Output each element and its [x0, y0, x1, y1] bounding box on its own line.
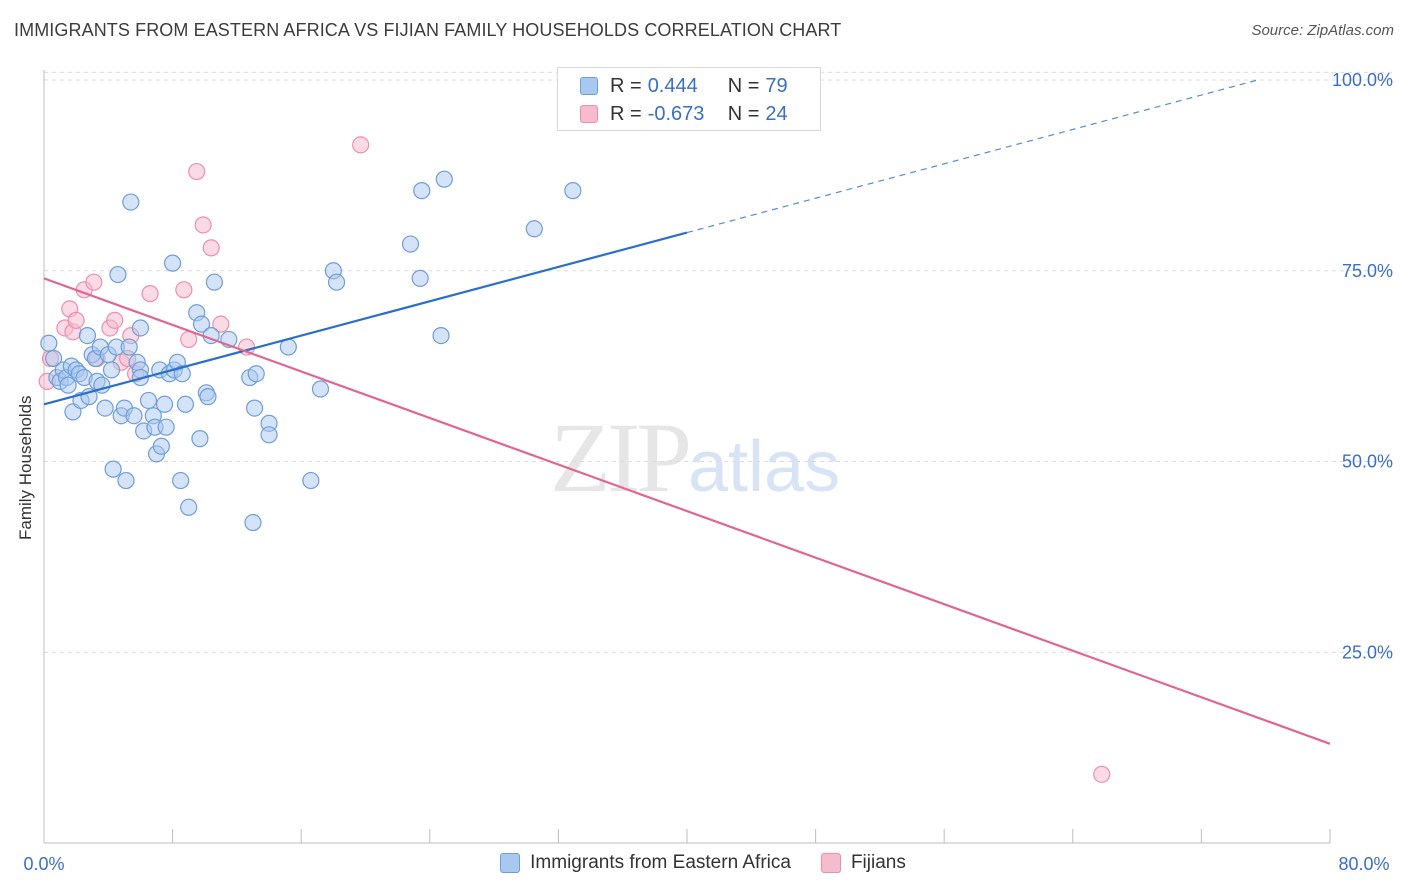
- eastern-africa-point: [413, 182, 431, 200]
- eastern-africa-point: [139, 391, 158, 410]
- y-tick-label: 100.0%: [1332, 70, 1393, 90]
- eastern-africa-point: [260, 426, 278, 444]
- eastern-africa-point: [164, 254, 182, 272]
- eastern-africa-trendline: [43, 231, 688, 406]
- r-label: R =: [610, 102, 642, 125]
- eastern-africa-point: [155, 395, 174, 413]
- eastern-africa-point: [109, 265, 127, 284]
- series-legend: Immigrants from Eastern Africa Fijians: [0, 852, 1406, 874]
- eastern-africa-point: [302, 471, 320, 490]
- eastern-africa-point: [327, 273, 346, 291]
- eastern-africa-point: [191, 430, 209, 448]
- r-value: 0.444: [647, 74, 698, 97]
- eastern-africa-point: [120, 338, 138, 356]
- blue-swatch: [500, 853, 521, 873]
- fijians-point: [67, 311, 85, 329]
- n-value: 79: [765, 74, 788, 97]
- eastern-africa-point: [525, 220, 543, 238]
- fijians-point: [106, 311, 124, 329]
- eastern-africa-point: [102, 361, 121, 379]
- fijians-trendline: [43, 277, 1331, 745]
- n-label: N =: [727, 102, 760, 125]
- eastern-africa-point: [411, 269, 429, 287]
- r-value: -0.673: [647, 102, 705, 125]
- fijians-point: [194, 216, 212, 234]
- n-value: 24: [765, 102, 788, 125]
- eastern-africa-point: [173, 365, 191, 383]
- legend-label: Fijians: [850, 852, 906, 873]
- y-tick-label: 50.0%: [1342, 452, 1393, 472]
- watermark-zip: ZIP: [550, 402, 692, 513]
- legend-item-eastern-africa: Immigrants from Eastern Africa: [500, 852, 791, 874]
- source-label: Source: ZipAtlas.com: [1251, 22, 1394, 39]
- legend-item-fijians: Fijians: [820, 852, 906, 874]
- eastern-africa-point: [247, 365, 265, 383]
- eastern-africa-point: [117, 471, 135, 490]
- eastern-africa-point: [192, 315, 211, 333]
- eastern-africa-point: [176, 395, 195, 413]
- y-tick-label: 75.0%: [1342, 261, 1393, 281]
- pink-swatch: [580, 105, 598, 123]
- eastern-africa-point: [172, 471, 190, 490]
- blue-swatch: [580, 77, 598, 95]
- eastern-africa-point: [40, 334, 58, 352]
- eastern-africa-point: [122, 193, 140, 211]
- eastern-africa-point: [435, 170, 453, 188]
- x-tick-label: 0.0%: [23, 854, 64, 874]
- eastern-africa-point: [59, 376, 77, 394]
- eastern-africa-point: [564, 182, 582, 200]
- fijians-point: [85, 273, 103, 291]
- eastern-africa-point: [311, 380, 330, 398]
- eastern-africa-point: [96, 399, 114, 417]
- eastern-africa-point: [205, 273, 223, 291]
- eastern-africa-point: [45, 349, 63, 368]
- correlation-legend: R = 0.444 N = 79 R = -0.673 N = 24: [557, 67, 821, 131]
- eastern-africa-point: [78, 327, 97, 345]
- legend-label: Immigrants from Eastern Africa: [530, 852, 791, 873]
- eastern-africa-point: [104, 460, 122, 478]
- eastern-africa-point: [244, 513, 262, 532]
- eastern-africa-point: [157, 418, 175, 436]
- eastern-africa-point: [432, 327, 450, 345]
- eastern-africa-point: [199, 388, 217, 406]
- chart-title: IMMIGRANTS FROM EASTERN AFRICA VS FIJIAN…: [14, 20, 842, 40]
- eastern-africa-point: [180, 498, 198, 516]
- n-label: N =: [727, 74, 760, 97]
- watermark: ZIPatlas: [550, 400, 840, 515]
- r-label: R =: [610, 74, 642, 97]
- pink-swatch: [820, 853, 841, 873]
- y-tick-label: 25.0%: [1342, 642, 1393, 662]
- eastern-africa-point: [245, 399, 264, 417]
- eastern-africa-point: [401, 235, 420, 253]
- eastern-africa-point: [125, 407, 143, 425]
- fijians-point: [1093, 765, 1111, 783]
- fijians-point: [352, 136, 370, 154]
- legend-row-eastern-africa: R = 0.444 N = 79: [580, 73, 788, 99]
- fijians-point: [175, 281, 193, 299]
- x-tick-label: 80.0%: [1338, 854, 1389, 874]
- eastern-africa-point: [131, 319, 150, 337]
- fijians-point: [188, 162, 206, 181]
- legend-row-fijians: R = -0.673 N = 24: [580, 101, 788, 127]
- fijians-point: [212, 315, 230, 333]
- watermark-atlas: atlas: [688, 427, 841, 507]
- fijians-point: [141, 285, 159, 303]
- fijians-point: [202, 239, 220, 257]
- eastern-africa-point: [152, 437, 170, 455]
